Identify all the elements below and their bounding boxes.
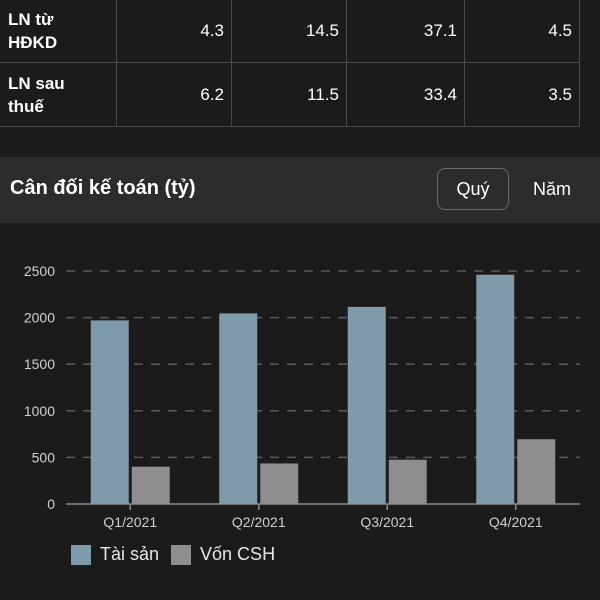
table-row: LN sau thuế 6.2 11.5 33.4 3.5 bbox=[0, 63, 580, 127]
table-cell: 4.5 bbox=[465, 0, 580, 62]
bar-assets bbox=[347, 306, 386, 504]
chart-legend: Tài sản Vốn CSH bbox=[71, 544, 287, 565]
bar-equity bbox=[131, 466, 170, 504]
table-cell: 4.3 bbox=[117, 0, 232, 62]
legend-label-equity: Vốn CSH bbox=[200, 544, 276, 564]
section-title: Cân đối kế toán (tỷ) bbox=[10, 177, 196, 199]
row-label: LN sau thuế bbox=[0, 63, 117, 126]
chart-svg: 0 500 1000 1500 2000 2500 Q1/2021 Q2/2021 Q3/202… bbox=[24, 263, 580, 530]
legend-item-assets[interactable]: Tài sản bbox=[71, 544, 159, 565]
x-tick-label: Q4/2021 bbox=[489, 514, 543, 530]
balance-sheet-header: Cân đối kế toán (tỷ) Quý Năm bbox=[0, 157, 600, 223]
row-label-line1: LN sau bbox=[8, 73, 65, 93]
tab-quarter[interactable]: Quý bbox=[437, 168, 509, 210]
bar-equity bbox=[517, 439, 556, 504]
y-tick-label: 2500 bbox=[24, 263, 55, 279]
financial-table: LN từ HĐKD 4.3 14.5 37.1 4.5 LN sau thuế… bbox=[0, 0, 580, 127]
bar-equity bbox=[260, 463, 299, 504]
y-tick-label: 1000 bbox=[24, 403, 55, 419]
y-tick-label: 0 bbox=[47, 496, 55, 512]
table-cell: 3.5 bbox=[465, 63, 580, 126]
row-label-line1: LN từ bbox=[8, 10, 54, 29]
balance-sheet-chart: 0 500 1000 1500 2000 2500 Q1/2021 Q2/2021 Q3/202… bbox=[0, 223, 600, 600]
bar-equity bbox=[388, 459, 427, 504]
tab-year[interactable]: Năm bbox=[532, 178, 571, 199]
table-row: LN từ HĐKD 4.3 14.5 37.1 4.5 bbox=[0, 0, 580, 63]
table-cell: 14.5 bbox=[232, 0, 347, 62]
y-tick-label: 1500 bbox=[24, 356, 55, 372]
legend-item-equity[interactable]: Vốn CSH bbox=[171, 544, 275, 565]
table-cell: 11.5 bbox=[232, 63, 347, 126]
y-tick-label: 500 bbox=[32, 449, 56, 465]
legend-swatch-equity bbox=[171, 544, 192, 565]
row-label: LN từ HĐKD bbox=[0, 0, 117, 62]
table-cell: 6.2 bbox=[117, 63, 232, 126]
row-label-line2: thuế bbox=[8, 96, 44, 116]
row-label-line2: HĐKD bbox=[8, 33, 58, 52]
bar-assets bbox=[219, 313, 258, 504]
table-cell: 33.4 bbox=[347, 63, 465, 126]
table-cell: 37.1 bbox=[347, 0, 465, 62]
x-tick-label: Q1/2021 bbox=[103, 514, 157, 530]
y-tick-label: 2000 bbox=[24, 310, 55, 326]
bar-assets bbox=[90, 320, 129, 504]
x-tick-label: Q2/2021 bbox=[232, 514, 286, 530]
x-tick-label: Q3/2021 bbox=[360, 514, 414, 530]
legend-swatch-assets bbox=[71, 544, 91, 565]
bar-assets bbox=[476, 274, 515, 504]
legend-label-assets: Tài sản bbox=[100, 544, 160, 564]
